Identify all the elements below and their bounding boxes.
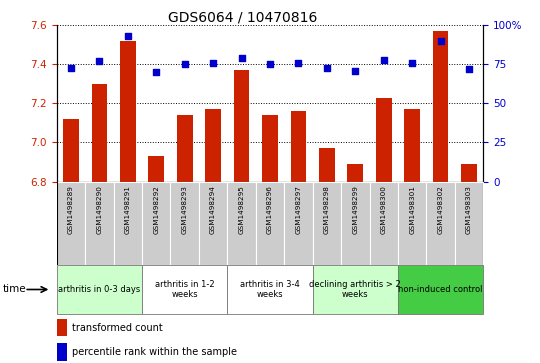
Bar [120,41,136,182]
Point [436,38,445,44]
Point [351,68,360,74]
Bar [341,182,369,265]
Text: GSM1498291: GSM1498291 [125,185,131,234]
Bar [57,265,142,314]
Bar [85,182,113,265]
Text: GSM1498294: GSM1498294 [210,185,216,234]
Point [95,58,104,64]
Bar [455,182,483,265]
Point [66,65,75,70]
Bar [63,119,79,182]
Text: percentile rank within the sample: percentile rank within the sample [72,347,237,357]
Bar [113,182,142,265]
Bar [427,182,455,265]
Bar [142,182,171,265]
Text: declining arthritis > 2
weeks: declining arthritis > 2 weeks [309,280,401,299]
Bar [57,319,68,336]
Point [237,55,246,61]
Bar [319,148,335,182]
Text: GSM1498292: GSM1498292 [153,185,159,234]
Text: time: time [3,285,26,294]
Bar [313,182,341,265]
Text: GSM1498301: GSM1498301 [409,185,415,234]
Point [209,60,218,66]
Text: arthritis in 0-3 days: arthritis in 0-3 days [58,285,140,294]
Point [408,60,416,66]
Bar [205,109,221,182]
Bar [348,164,363,182]
Bar [433,31,448,182]
Point [322,65,331,70]
Text: GSM1498296: GSM1498296 [267,185,273,234]
Bar [376,98,392,182]
Bar [256,182,284,265]
Bar [92,84,107,182]
Point [380,57,388,63]
Bar [313,265,398,314]
Text: transformed count: transformed count [72,323,163,333]
Point [180,61,189,68]
Bar [398,182,427,265]
Bar [148,156,164,182]
Bar [404,109,420,182]
Bar [234,70,249,182]
Point [294,60,303,66]
Text: GSM1498290: GSM1498290 [96,185,103,234]
Point [266,61,274,68]
Bar [227,265,313,314]
Bar [284,182,313,265]
Text: GSM1498297: GSM1498297 [295,185,301,234]
Bar [291,111,306,182]
Bar [57,343,68,360]
Bar [57,182,85,265]
Text: GSM1498300: GSM1498300 [381,185,387,234]
Bar [227,182,256,265]
Text: GSM1498303: GSM1498303 [466,185,472,234]
Text: GSM1498293: GSM1498293 [181,185,188,234]
Text: arthritis in 1-2
weeks: arthritis in 1-2 weeks [155,280,214,299]
Text: GDS6064 / 10470816: GDS6064 / 10470816 [168,11,318,25]
Bar [461,164,477,182]
Text: GSM1498299: GSM1498299 [352,185,359,234]
Text: GSM1498302: GSM1498302 [437,185,444,234]
Text: GSM1498298: GSM1498298 [324,185,330,234]
Bar [142,265,227,314]
Point [152,69,160,75]
Text: arthritis in 3-4
weeks: arthritis in 3-4 weeks [240,280,300,299]
Text: GSM1498289: GSM1498289 [68,185,74,234]
Bar [262,115,278,182]
Text: GSM1498295: GSM1498295 [239,185,245,234]
Bar [398,265,483,314]
Bar [171,182,199,265]
Point [465,66,474,72]
Bar [199,182,227,265]
Bar [369,182,398,265]
Point [124,33,132,39]
Bar [177,115,192,182]
Text: non-induced control: non-induced control [399,285,483,294]
